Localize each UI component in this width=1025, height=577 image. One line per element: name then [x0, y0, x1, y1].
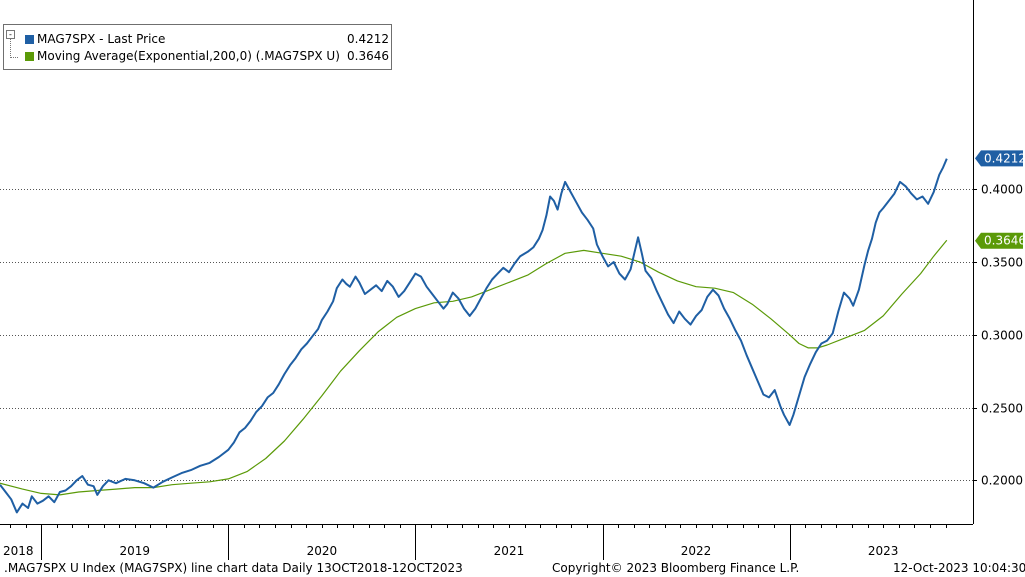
legend-value-price: 0.4212 — [347, 32, 389, 46]
value-labels: 0.4212 0.3646 — [975, 150, 1025, 249]
axes: 0.2000 0.2500 0.3000 0.3500 0.4000 2018 2019 20… — [0, 0, 1023, 560]
legend-value-ma: 0.3646 — [347, 49, 389, 63]
series-layer — [0, 158, 948, 514]
y-tick-label-3: 0.3500 — [981, 256, 1023, 270]
x-tick-label-1: 2019 — [119, 544, 150, 558]
footer-timestamp: 12-Oct-2023 10:04:30 — [893, 561, 1025, 575]
chart-legend: - MAG7SPX - Last Price 0.4212 Moving Ave… — [3, 24, 392, 70]
line-chart: 0.2000 0.2500 0.3000 0.3500 0.4000 2018 2019 20… — [0, 0, 1025, 560]
legend-item-ma: Moving Average(Exponential,200,0) (.MAG7… — [25, 49, 389, 64]
legend-label-price: MAG7SPX - Last Price — [37, 32, 166, 46]
grid — [0, 189, 973, 481]
y-tick-label-2: 0.3000 — [981, 329, 1023, 343]
price-last-value-flag — [975, 150, 1023, 167]
ma-last-value-label: 0.3646 — [984, 234, 1025, 248]
y-tick-label-1: 0.2500 — [981, 402, 1023, 416]
legend-tree-icon: - — [6, 30, 19, 58]
x-tick-label-3: 2021 — [494, 544, 525, 558]
price-last-value-label: 0.4212 — [984, 151, 1025, 165]
price-series-line — [0, 158, 948, 514]
ma-last-value-flag — [975, 232, 1023, 249]
x-tick-label-4: 2022 — [681, 544, 712, 558]
legend-item-price: MAG7SPX - Last Price 0.4212 — [25, 32, 389, 47]
y-tick-label-0: 0.2000 — [981, 474, 1023, 488]
legend-label-ma: Moving Average(Exponential,200,0) (.MAG7… — [37, 49, 340, 63]
x-tick-label-5: 2023 — [868, 544, 899, 558]
footer-security-info: .MAG7SPX U Index (MAG7SPX) line chart da… — [4, 561, 463, 575]
ma-swatch-icon — [25, 52, 34, 61]
price-swatch-icon — [25, 35, 34, 44]
footer-copyright: Copyright© 2023 Bloomberg Finance L.P. — [552, 561, 800, 575]
y-tick-label-4: 0.4000 — [981, 183, 1023, 197]
x-tick-label-0: 2018 — [3, 544, 34, 558]
x-tick-label-2: 2020 — [307, 544, 338, 558]
moving-average-line — [0, 239, 948, 496]
